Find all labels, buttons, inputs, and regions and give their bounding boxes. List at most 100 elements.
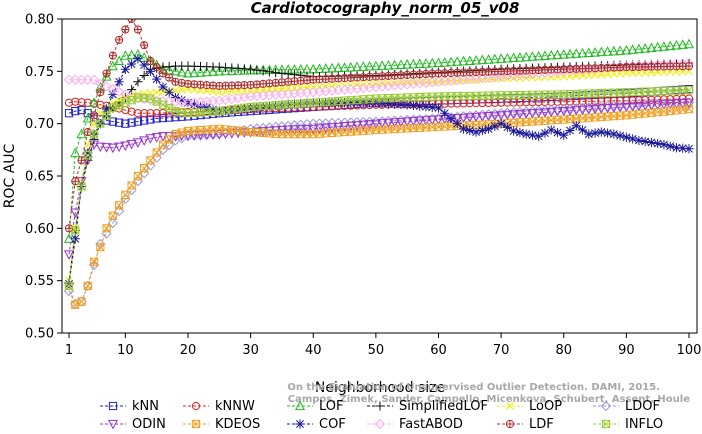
legend-label-ldf: LDF <box>529 417 554 432</box>
point-cof <box>502 122 512 132</box>
series-layer <box>63 19 695 309</box>
point-lof <box>233 65 244 75</box>
legend-swatch-marker <box>374 418 386 430</box>
point-odin <box>258 127 269 137</box>
point-cof <box>659 140 669 150</box>
point-ldf <box>684 62 694 71</box>
point-cof <box>628 134 638 144</box>
x-tick-label-100: 100 <box>677 343 702 358</box>
point-odin <box>145 134 156 144</box>
point-knn <box>108 117 117 126</box>
point-lof <box>402 59 413 69</box>
point-fastabod <box>107 84 118 95</box>
point-ldf <box>108 51 117 60</box>
point-kdeos <box>140 164 149 173</box>
point-odin <box>383 118 394 129</box>
series-line-odin <box>68 102 690 255</box>
point-cof <box>515 127 525 138</box>
x-tick-label-70: 70 <box>493 343 510 358</box>
point-loop <box>634 69 643 77</box>
point-lof <box>214 65 225 76</box>
point-kdeos <box>133 171 142 181</box>
chart-title: Cardiotocography_norm_05_v08 <box>251 0 520 17</box>
point-loop <box>609 70 618 79</box>
point-lof <box>533 50 544 61</box>
point-cof <box>202 103 212 113</box>
point-odin <box>70 208 81 219</box>
point-odin <box>596 104 607 115</box>
point-lof <box>652 41 663 52</box>
point-odin <box>621 102 632 113</box>
point-inflo <box>77 182 86 191</box>
point-lof <box>120 50 131 60</box>
point-lof <box>427 57 438 68</box>
point-loop <box>271 84 280 93</box>
series-kdeos <box>64 104 694 309</box>
point-knnw <box>584 97 593 106</box>
point-lof <box>339 62 350 72</box>
point-cof <box>152 74 162 84</box>
legend-item-simplifiedlof: SimplifiedLOF <box>367 399 488 414</box>
point-lof <box>377 60 388 70</box>
point-cof <box>540 128 550 138</box>
point-knnw <box>684 94 694 103</box>
point-kdeos <box>102 224 111 233</box>
point-ldf <box>96 88 105 97</box>
point-cof <box>552 127 563 138</box>
point-ldf <box>158 69 168 78</box>
point-odin <box>671 99 682 110</box>
legend-label-ldof: LDOF <box>625 399 660 414</box>
point-lof <box>577 47 588 58</box>
legend-label-inflo: INFLO <box>625 417 663 432</box>
point-lof <box>590 47 601 57</box>
legend-item-knnw: kNNW <box>183 399 255 414</box>
series-simplifiedlof <box>64 58 694 288</box>
point-ldof <box>88 259 100 271</box>
point-lof <box>539 50 550 60</box>
legend-label-cof: COF <box>319 417 346 432</box>
point-odin <box>63 250 75 260</box>
point-lof <box>483 54 494 64</box>
point-cof <box>421 102 431 112</box>
point-cof <box>239 103 249 114</box>
point-lof <box>345 61 356 72</box>
point-lof <box>352 61 363 72</box>
point-odin <box>577 105 588 116</box>
point-lof <box>502 52 513 63</box>
point-odin <box>552 107 563 118</box>
point-lof <box>583 47 594 58</box>
point-knnw <box>628 96 637 105</box>
series-inflo <box>64 86 694 290</box>
point-lof <box>370 60 381 71</box>
y-axis-title: ROC AUC <box>2 143 18 208</box>
point-kdeos <box>146 156 155 165</box>
point-lof <box>658 41 669 51</box>
point-cof <box>346 98 356 108</box>
point-cof <box>634 135 644 146</box>
point-cof <box>527 130 538 140</box>
point-odin <box>471 112 482 123</box>
point-cof <box>377 98 387 108</box>
point-knnw <box>666 95 675 104</box>
y-tick-label-6: 0.80 <box>25 13 54 28</box>
point-simplifiedlof <box>246 64 256 74</box>
point-lof <box>521 51 532 62</box>
point-cof <box>559 130 569 140</box>
point-odin <box>107 143 118 154</box>
point-odin <box>402 117 413 128</box>
point-knnw <box>64 98 74 107</box>
point-odin <box>539 108 550 118</box>
point-cof <box>402 100 412 110</box>
point-odin <box>602 104 613 114</box>
point-ldf <box>77 156 86 165</box>
point-inflo <box>102 111 111 120</box>
point-lof <box>195 67 206 77</box>
point-cof <box>321 98 331 108</box>
point-cof <box>521 129 531 139</box>
point-cof <box>609 129 619 139</box>
point-lof <box>608 45 619 56</box>
point-lof <box>170 65 181 76</box>
point-loop <box>296 83 305 92</box>
x-tick-label-40: 40 <box>305 343 322 358</box>
point-loop <box>221 87 230 96</box>
